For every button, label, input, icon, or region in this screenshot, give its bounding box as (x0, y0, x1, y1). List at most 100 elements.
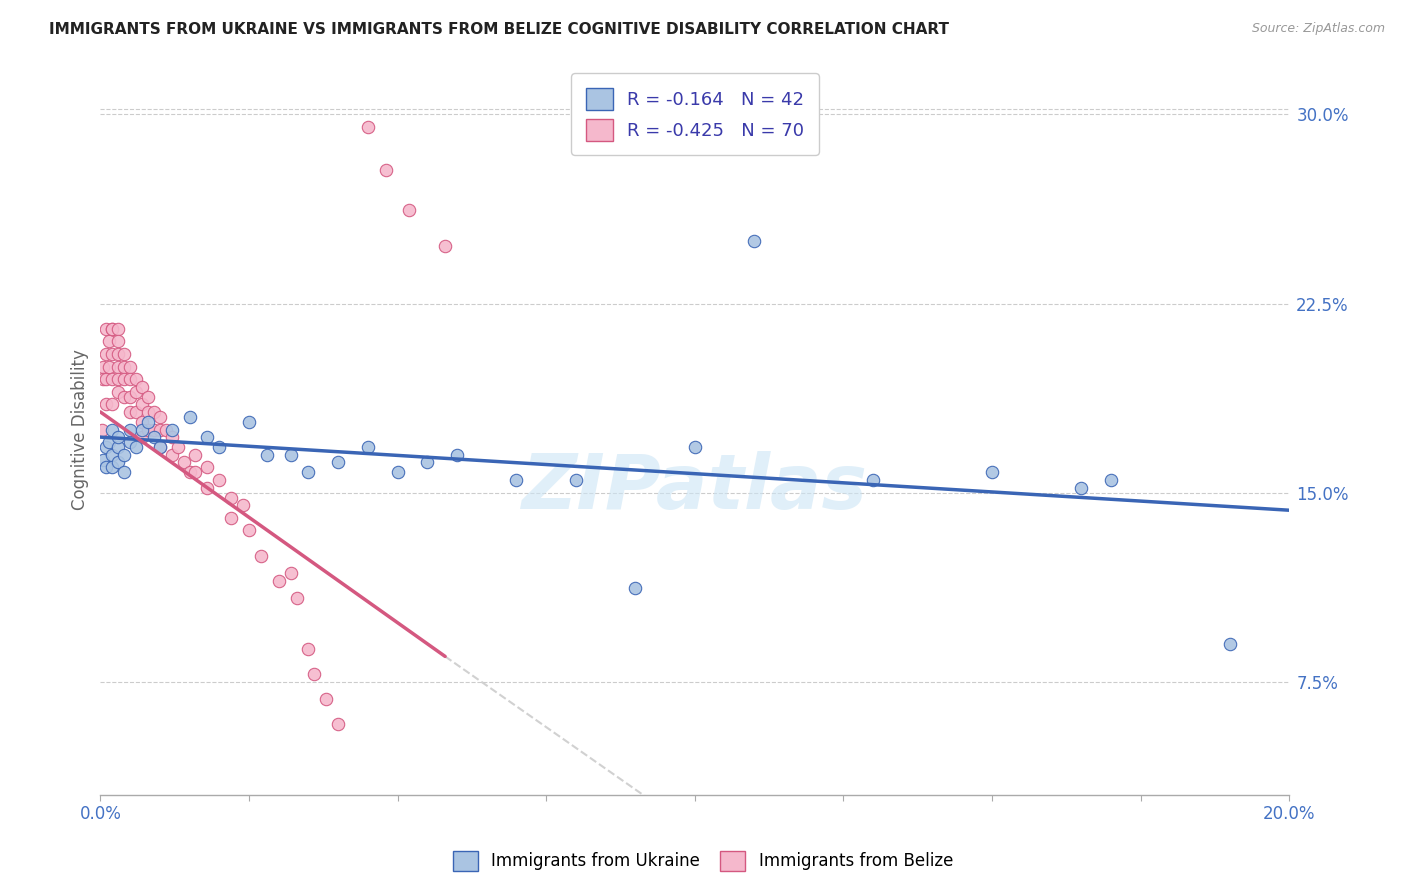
Point (90, 423, 112, 437)
Legend: Immigrants from Ukraine, Immigrants from Belize: Immigrants from Ukraine, Immigrants from… (444, 842, 962, 880)
Point (120, 359, 142, 374)
Point (219, 491, 242, 505)
Text: ZIPatlas: ZIPatlas (522, 451, 868, 525)
Point (173, 455, 195, 469)
Y-axis label: Cognitive Disability: Cognitive Disability (72, 349, 89, 510)
Point (374, 163, 396, 178)
Point (136, 390, 159, 404)
Point (304, 667, 326, 681)
Point (208, 440, 231, 454)
Point (131, 423, 153, 437)
Point (160, 448, 183, 462)
Point (315, 692, 337, 706)
Point (434, 238, 457, 252)
Point (179, 466, 201, 480)
Point (232, 498, 254, 512)
Point (120, 405, 142, 419)
Point (142, 430, 165, 444)
Point (166, 440, 188, 454)
Point (101, 322, 124, 336)
Point (96, 397, 118, 411)
Point (505, 473, 527, 487)
Point (142, 405, 165, 419)
Point (107, 347, 129, 361)
Point (387, 466, 409, 480)
Point (112, 347, 135, 361)
Point (107, 430, 129, 444)
Point (125, 405, 148, 419)
Point (256, 448, 278, 462)
Point (112, 448, 135, 462)
Point (96, 440, 118, 454)
Point (136, 423, 159, 437)
Point (131, 430, 153, 444)
Point (107, 455, 129, 469)
Point (101, 397, 124, 411)
Text: IMMIGRANTS FROM UKRAINE VS IMMIGRANTS FROM BELIZE COGNITIVE DISABILITY CORRELATI: IMMIGRANTS FROM UKRAINE VS IMMIGRANTS FR… (49, 22, 949, 37)
Point (149, 423, 172, 437)
Point (98, 334, 121, 349)
Point (149, 440, 172, 454)
Point (107, 384, 129, 399)
Point (195, 481, 218, 495)
Point (98, 435, 121, 450)
Point (326, 455, 349, 469)
Point (179, 409, 201, 424)
Point (91, 452, 114, 467)
Point (107, 334, 129, 349)
Point (125, 384, 148, 399)
Point (1070, 481, 1092, 495)
Point (107, 440, 129, 454)
Point (862, 473, 884, 487)
Point (267, 574, 290, 588)
Point (149, 409, 172, 424)
Point (285, 591, 308, 606)
Point (195, 460, 218, 475)
Point (96, 372, 118, 386)
Point (131, 397, 153, 411)
Point (120, 423, 142, 437)
Point (326, 717, 349, 731)
Point (96, 460, 118, 475)
Point (280, 448, 302, 462)
Point (184, 466, 207, 480)
Point (96, 322, 118, 336)
Point (297, 466, 319, 480)
Point (107, 372, 129, 386)
Point (101, 347, 124, 361)
Point (136, 415, 159, 429)
Point (142, 423, 165, 437)
Point (107, 359, 129, 374)
Point (91, 359, 114, 374)
Point (136, 405, 159, 419)
Point (101, 448, 124, 462)
Text: Source: ZipAtlas.com: Source: ZipAtlas.com (1251, 22, 1385, 36)
Point (742, 234, 765, 248)
Point (565, 473, 588, 487)
Point (624, 582, 647, 596)
Point (125, 372, 148, 386)
Point (120, 390, 142, 404)
Point (238, 415, 260, 429)
Point (250, 549, 273, 563)
Point (149, 440, 172, 454)
Point (1099, 473, 1122, 487)
Point (160, 423, 183, 437)
Point (238, 524, 260, 538)
Point (219, 510, 242, 524)
Point (357, 120, 380, 134)
Point (398, 203, 420, 218)
Point (112, 372, 135, 386)
Point (160, 430, 183, 444)
Point (91, 372, 114, 386)
Point (446, 448, 468, 462)
Point (131, 380, 153, 394)
Point (96, 347, 118, 361)
Point (155, 423, 177, 437)
Point (195, 430, 218, 444)
Point (1219, 637, 1241, 651)
Point (357, 440, 380, 454)
Point (107, 322, 129, 336)
Point (208, 473, 231, 487)
Point (101, 460, 124, 475)
